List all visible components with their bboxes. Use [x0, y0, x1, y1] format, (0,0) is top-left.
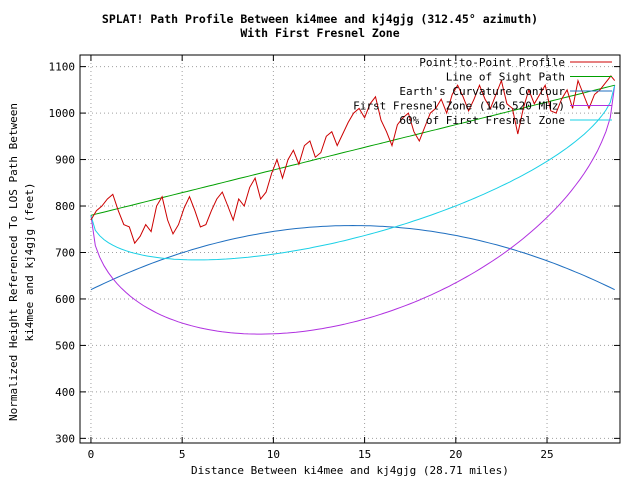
x-tick-label: 0 — [88, 448, 95, 461]
series-first-fresnel-zone — [90, 85, 616, 335]
y-tick-label: 600 — [55, 293, 75, 306]
y-tick-label: 1000 — [49, 107, 76, 120]
legend-label: Earth's Curvature Contour — [399, 85, 565, 98]
series-60pct-fresnel-zone — [90, 85, 616, 261]
legend-label: 60% of First Fresnel Zone — [399, 114, 565, 127]
series-earth-curvature — [90, 224, 615, 291]
plot-frame — [79, 54, 621, 444]
x-tick-label: 25 — [540, 448, 553, 461]
y-tick-label: 800 — [55, 200, 75, 213]
x-tick-label: 20 — [449, 448, 462, 461]
chart-title-line2: With First Fresnel Zone — [240, 26, 400, 40]
y-axis-label-line2: ki4mee and kj4gjg (feet) — [23, 183, 36, 342]
x-tick-label: 10 — [267, 448, 280, 461]
legend-label: Line of Sight Path — [446, 71, 565, 84]
chart-title-line1: SPLAT! Path Profile Between ki4mee and k… — [101, 12, 539, 26]
y-tick-label: 1100 — [49, 61, 76, 74]
y-axis-label-line1: Normalized Height Referenced To LOS Path… — [7, 103, 20, 421]
y-tick-label: 900 — [55, 154, 75, 167]
x-tick-label: 5 — [179, 448, 186, 461]
y-tick-label: 700 — [55, 246, 75, 259]
series-point-to-point-profile — [90, 75, 616, 245]
y-tick-label: 400 — [55, 386, 75, 399]
y-tick-label: 300 — [55, 432, 75, 445]
series-line-of-sight — [90, 84, 615, 216]
x-tick-label: 15 — [358, 448, 371, 461]
y-tick-label: 500 — [55, 339, 75, 352]
x-axis-label: Distance Between ki4mee and kj4gjg (28.7… — [191, 464, 509, 477]
legend-label: First Fresnel Zone (146.520 MHz) — [353, 100, 565, 113]
legend-label: Point-to-Point Profile — [419, 56, 565, 69]
